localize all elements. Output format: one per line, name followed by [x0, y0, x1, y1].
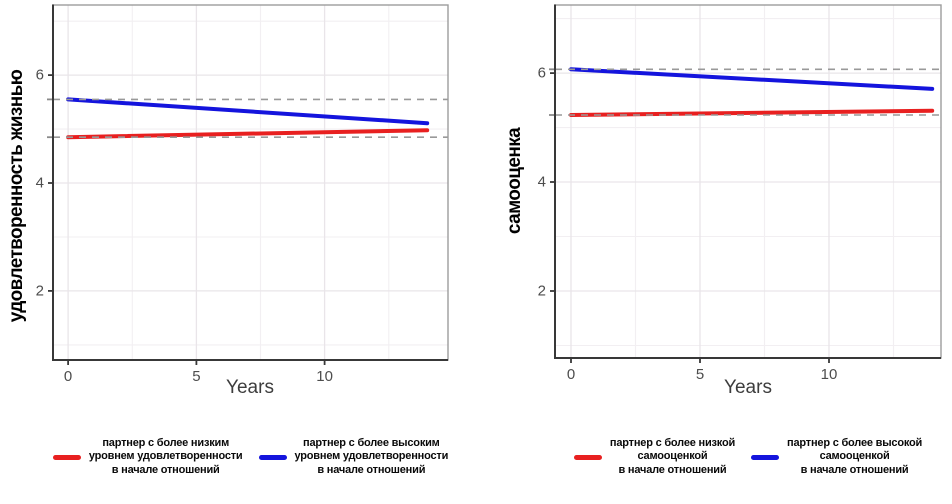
- svg-text:6: 6: [36, 67, 44, 84]
- svg-text:5: 5: [696, 366, 704, 383]
- svg-text:0: 0: [64, 368, 72, 385]
- legend-label-line: партнер с более высокой: [787, 437, 923, 449]
- chart-self-esteem: самооценка 2 4 6 0 5 10 Years партнер с более…: [476, 0, 952, 504]
- legend-label-line: партнер с более низкой: [609, 437, 736, 449]
- svg-text:0: 0: [567, 366, 575, 383]
- x-axis-label: Years: [724, 377, 772, 398]
- svg-text:2: 2: [36, 282, 44, 299]
- svg-text:2: 2: [538, 283, 546, 300]
- legend-line-swatch-blue: [751, 454, 780, 460]
- x-axis-label: Years: [226, 377, 274, 398]
- legend-line-swatch-red: [573, 454, 602, 460]
- legend-label-line: уровнем удовлетворенности: [294, 450, 449, 463]
- legend-label: партнер с более низким уровнем удовлетво…: [89, 437, 243, 477]
- legend-label-line: в начале отношений: [618, 463, 727, 476]
- legend-label-line: в начале отношений: [317, 463, 426, 476]
- legend-item-lower-satisfaction: партнер с более низким уровнем удовлетво…: [52, 437, 243, 477]
- legend-item-higher-satisfaction: партнер с более высоким уровнем удовлетв…: [258, 437, 449, 477]
- svg-text:10: 10: [316, 368, 333, 385]
- legend-line-swatch-red: [52, 454, 81, 460]
- svg-text:4: 4: [538, 174, 546, 191]
- legend-label-line: партнер с более высоким: [303, 437, 440, 449]
- plot-area-self-esteem: 2 4 6 0 5 10: [538, 4, 942, 383]
- legend: партнер с более низким уровнем удовлетво…: [52, 437, 449, 477]
- legend-label: партнер с более высокой самооценкой в на…: [787, 437, 922, 477]
- chart-life-satisfaction: удовлетворенность жизнью 2 4 6 0 5 10 Years п…: [6, 4, 449, 477]
- svg-text:10: 10: [821, 366, 838, 383]
- legend-label-line: самооценкой: [819, 450, 890, 463]
- legend-item-higher-self-esteem: партнер с более высокой самооценкой в на…: [751, 437, 922, 477]
- legend-label-line: уровнем удовлетворенности: [88, 450, 243, 463]
- legend-label-line: самооценкой: [637, 450, 708, 463]
- svg-text:6: 6: [538, 65, 546, 82]
- legend-label-line: в начале отношений: [111, 463, 220, 476]
- legend-label: партнер с более высоким уровнем удовлетв…: [295, 437, 449, 477]
- legend-line-swatch-blue: [258, 454, 287, 460]
- legend-label: партнер с более низкой самооценкой в нач…: [610, 437, 735, 477]
- legend-label-line: в начале отношений: [800, 463, 909, 476]
- svg-text:5: 5: [192, 368, 200, 385]
- svg-text:4: 4: [36, 175, 44, 192]
- legend: партнер с более низкой самооценкой в нач…: [555, 437, 941, 477]
- plot-area-life-satisfaction: 2 4 6 0 5 10: [36, 4, 449, 385]
- legend-item-lower-self-esteem: партнер с более низкой самооценкой в нач…: [573, 437, 735, 477]
- legend-label-line: партнер с более низким: [102, 437, 230, 449]
